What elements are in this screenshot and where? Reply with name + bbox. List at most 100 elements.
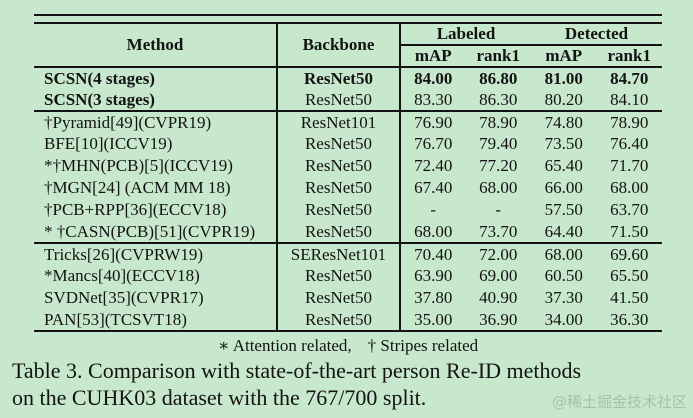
value-cell: 63.90 xyxy=(414,266,453,285)
backbone-cell: ResNet50 xyxy=(277,67,401,89)
value-cell: 81.00 xyxy=(544,68,583,88)
method-cell: †Pyramid[49](CVPR19) xyxy=(34,110,278,133)
value-cell: 65.50 xyxy=(610,266,649,285)
value-cell: 71.70 xyxy=(610,156,649,175)
value-cell: 35.00 xyxy=(414,309,453,329)
footnote-attention: ∗ Attention related, xyxy=(217,336,352,355)
caption-line-2: on the CUHK03 dataset with the 767/700 s… xyxy=(12,384,427,410)
method-cell: SVDNet[35](CVPR17) xyxy=(34,287,278,309)
value-cell: 73.70 xyxy=(479,221,518,241)
table-row: †PCB+RPP[36](ECCV18) ResNet50 - - 57.50 63.70 xyxy=(34,199,662,221)
backbone-cell: ResNet50 xyxy=(277,177,401,199)
value-cell: 69.60 xyxy=(596,242,662,265)
watermark: @稀土掘金技术社区 xyxy=(551,393,687,411)
value-cell: 36.90 xyxy=(479,309,518,329)
backbone-cell: ResNet50 xyxy=(277,199,401,221)
value-cell: 78.90 xyxy=(465,110,531,133)
table-caption: Table 3. Comparison with state-of-the-ar… xyxy=(12,358,684,411)
value-cell: 76.40 xyxy=(610,134,649,153)
backbone-cell: ResNet50 xyxy=(277,89,401,111)
table-row: SCSN(4 stages) ResNet50 84.00 86.80 81.00 84.… xyxy=(34,67,662,89)
method-cell: Tricks[26](CVPRW19) xyxy=(34,242,278,265)
table-row: PAN[53](TCSVT18) ResNet50 35.00 36.90 34.00 3… xyxy=(34,309,662,331)
results-table-wrap: Method Backbone Labeled Detected mAP ran… xyxy=(34,14,662,332)
value-cell: 37.80 xyxy=(414,288,453,307)
header-detected-rank1: rank1 xyxy=(596,45,662,68)
header-method: Method xyxy=(34,23,278,68)
value-cell: 60.50 xyxy=(544,266,583,285)
value-cell: 41.50 xyxy=(610,288,649,307)
value-cell: - xyxy=(495,200,502,219)
value-cell: 74.80 xyxy=(531,110,597,133)
method-cell: BFE[10](ICCV19) xyxy=(34,133,278,155)
backbone-cell: ResNet50 xyxy=(277,221,401,243)
value-cell: 86.80 xyxy=(479,68,518,88)
table-row: †Pyramid[49](CVPR19) ResNet101 76.90 78.90 7… xyxy=(34,110,662,133)
value-cell: 40.90 xyxy=(479,288,518,307)
header-detected: Detected xyxy=(531,23,662,46)
value-cell: 63.70 xyxy=(610,200,649,219)
value-cell: 83.30 xyxy=(414,89,453,109)
value-cell: 66.00 xyxy=(544,178,583,197)
value-cell: 37.30 xyxy=(544,288,583,307)
value-cell: - xyxy=(430,200,437,219)
value-cell: 68.00 xyxy=(531,242,597,265)
backbone-cell: ResNet50 xyxy=(277,265,401,287)
method-cell: †PCB+RPP[36](ECCV18) xyxy=(34,199,278,221)
value-cell: 73.50 xyxy=(544,134,583,153)
method-cell: SCSN(3 stages) xyxy=(34,89,278,111)
value-cell: 78.90 xyxy=(596,110,662,133)
table-row: *Mancs[40](ECCV18) ResNet50 63.90 69.00 60.5… xyxy=(34,265,662,287)
header-labeled-map: mAP xyxy=(400,45,466,68)
table-row: †MGN[24] (ACM MM 18) ResNet50 67.40 68.00 66… xyxy=(34,177,662,199)
table-row: Tricks[26](CVPRW19) SEResNet101 70.40 72.00… xyxy=(34,242,662,265)
table-row: SCSN(3 stages) ResNet50 83.30 86.30 80.20 84.… xyxy=(34,89,662,111)
value-cell: 77.20 xyxy=(479,156,518,175)
value-cell: 84.00 xyxy=(414,68,453,88)
value-cell: 86.30 xyxy=(479,89,518,109)
header-detected-map: mAP xyxy=(531,45,597,68)
backbone-cell: SEResNet101 xyxy=(277,242,401,265)
value-cell: 79.40 xyxy=(479,134,518,153)
header-backbone: Backbone xyxy=(277,23,401,68)
value-cell: 68.00 xyxy=(414,221,453,241)
table-body: SCSN(4 stages) ResNet50 84.00 86.80 81.00 84.… xyxy=(34,67,662,331)
table-row: SVDNet[35](CVPR17) ResNet50 37.80 40.90 37.3… xyxy=(34,287,662,309)
backbone-cell: ResNet50 xyxy=(277,309,401,331)
caption-line-1: Table 3. Comparison with state-of-the-ar… xyxy=(12,358,582,383)
backbone-cell: ResNet50 xyxy=(277,155,401,177)
value-cell: 80.20 xyxy=(544,89,583,109)
method-cell: PAN[53](TCSVT18) xyxy=(34,309,278,331)
value-cell: 67.40 xyxy=(414,178,453,197)
value-cell: 70.40 xyxy=(400,242,466,265)
table-row: * †CASN(PCB)[51](CVPR19) ResNet50 68.00 73.… xyxy=(34,221,662,243)
value-cell: 68.00 xyxy=(610,178,649,197)
header-labeled-rank1: rank1 xyxy=(465,45,531,68)
method-cell: *Mancs[40](ECCV18) xyxy=(34,265,278,287)
header-labeled: Labeled xyxy=(400,23,531,46)
table-footnote: ∗ Attention related, † Stripes related xyxy=(34,336,662,356)
value-cell: 72.00 xyxy=(465,242,531,265)
backbone-cell: ResNet50 xyxy=(277,287,401,309)
value-cell: 71.50 xyxy=(610,221,649,241)
value-cell: 76.90 xyxy=(400,110,466,133)
table-header: Method Backbone Labeled Detected mAP ran… xyxy=(34,23,662,68)
footnote-stripes: † Stripes related xyxy=(367,336,479,355)
backbone-cell: ResNet101 xyxy=(277,110,401,133)
value-cell: 36.30 xyxy=(610,309,649,329)
value-cell: 57.50 xyxy=(544,200,583,219)
method-cell: SCSN(4 stages) xyxy=(34,67,278,89)
value-cell: 72.40 xyxy=(414,156,453,175)
value-cell: 84.10 xyxy=(610,89,649,109)
table-row: BFE[10](ICCV19) ResNet50 76.70 79.40 73.50 76… xyxy=(34,133,662,155)
value-cell: 65.40 xyxy=(544,156,583,175)
value-cell: 34.00 xyxy=(544,309,583,329)
method-cell: * †CASN(PCB)[51](CVPR19) xyxy=(34,221,278,243)
value-cell: 69.00 xyxy=(479,266,518,285)
table-top-double-rule xyxy=(34,14,662,22)
method-cell: *†MHN(PCB)[5](ICCV19) xyxy=(34,155,278,177)
method-cell: †MGN[24] (ACM MM 18) xyxy=(34,177,278,199)
table-row: *†MHN(PCB)[5](ICCV19) ResNet50 72.40 77.20 6… xyxy=(34,155,662,177)
value-cell: 84.70 xyxy=(610,68,649,88)
backbone-cell: ResNet50 xyxy=(277,133,401,155)
